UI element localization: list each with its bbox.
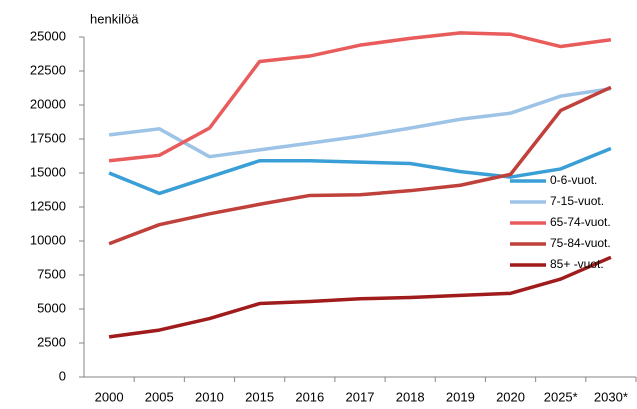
series-line [108, 31, 612, 163]
y-tick-label: 0 [59, 368, 66, 383]
y-tick-label: 20000 [30, 96, 66, 111]
y-tick-label: 2500 [37, 334, 66, 349]
x-tick-label: 2000 [95, 389, 124, 404]
y-tick-label: 25000 [30, 28, 66, 43]
y-tick-label: 10000 [30, 232, 66, 247]
y-tick-label: 7500 [37, 266, 66, 281]
y-tick-label: 22500 [30, 62, 66, 77]
x-tick-label: 2020 [496, 389, 525, 404]
x-tick-label: 2025* [544, 389, 578, 404]
series-line [108, 255, 612, 339]
x-tick-label: 2018 [396, 389, 425, 404]
series-line [108, 146, 612, 196]
x-tick-label: 2019 [446, 389, 475, 404]
y-tick-label: 15000 [30, 164, 66, 179]
y-tick-label: 17500 [30, 130, 66, 145]
x-tick-label: 2005 [145, 389, 174, 404]
series-line [108, 86, 612, 159]
legend-label: 85+ -vuot. [550, 257, 604, 271]
x-tick-label: 2016 [295, 389, 324, 404]
x-tick-label: 2030* [594, 389, 628, 404]
x-tick-label: 2010 [195, 389, 224, 404]
x-tick-label: 2015 [245, 389, 274, 404]
legend-label: 75-84-vuot. [550, 236, 611, 250]
legend-label: 0-6-vuot. [550, 173, 597, 187]
y-axis-label: henkilöä [90, 11, 139, 26]
y-tick-label: 12500 [30, 198, 66, 213]
x-tick-label: 2017 [346, 389, 375, 404]
y-tick-label: 5000 [37, 300, 66, 315]
series-line [108, 85, 612, 246]
legend-label: 7-15-vuot. [550, 194, 604, 208]
legend-label: 65-74-vuot. [550, 215, 611, 229]
